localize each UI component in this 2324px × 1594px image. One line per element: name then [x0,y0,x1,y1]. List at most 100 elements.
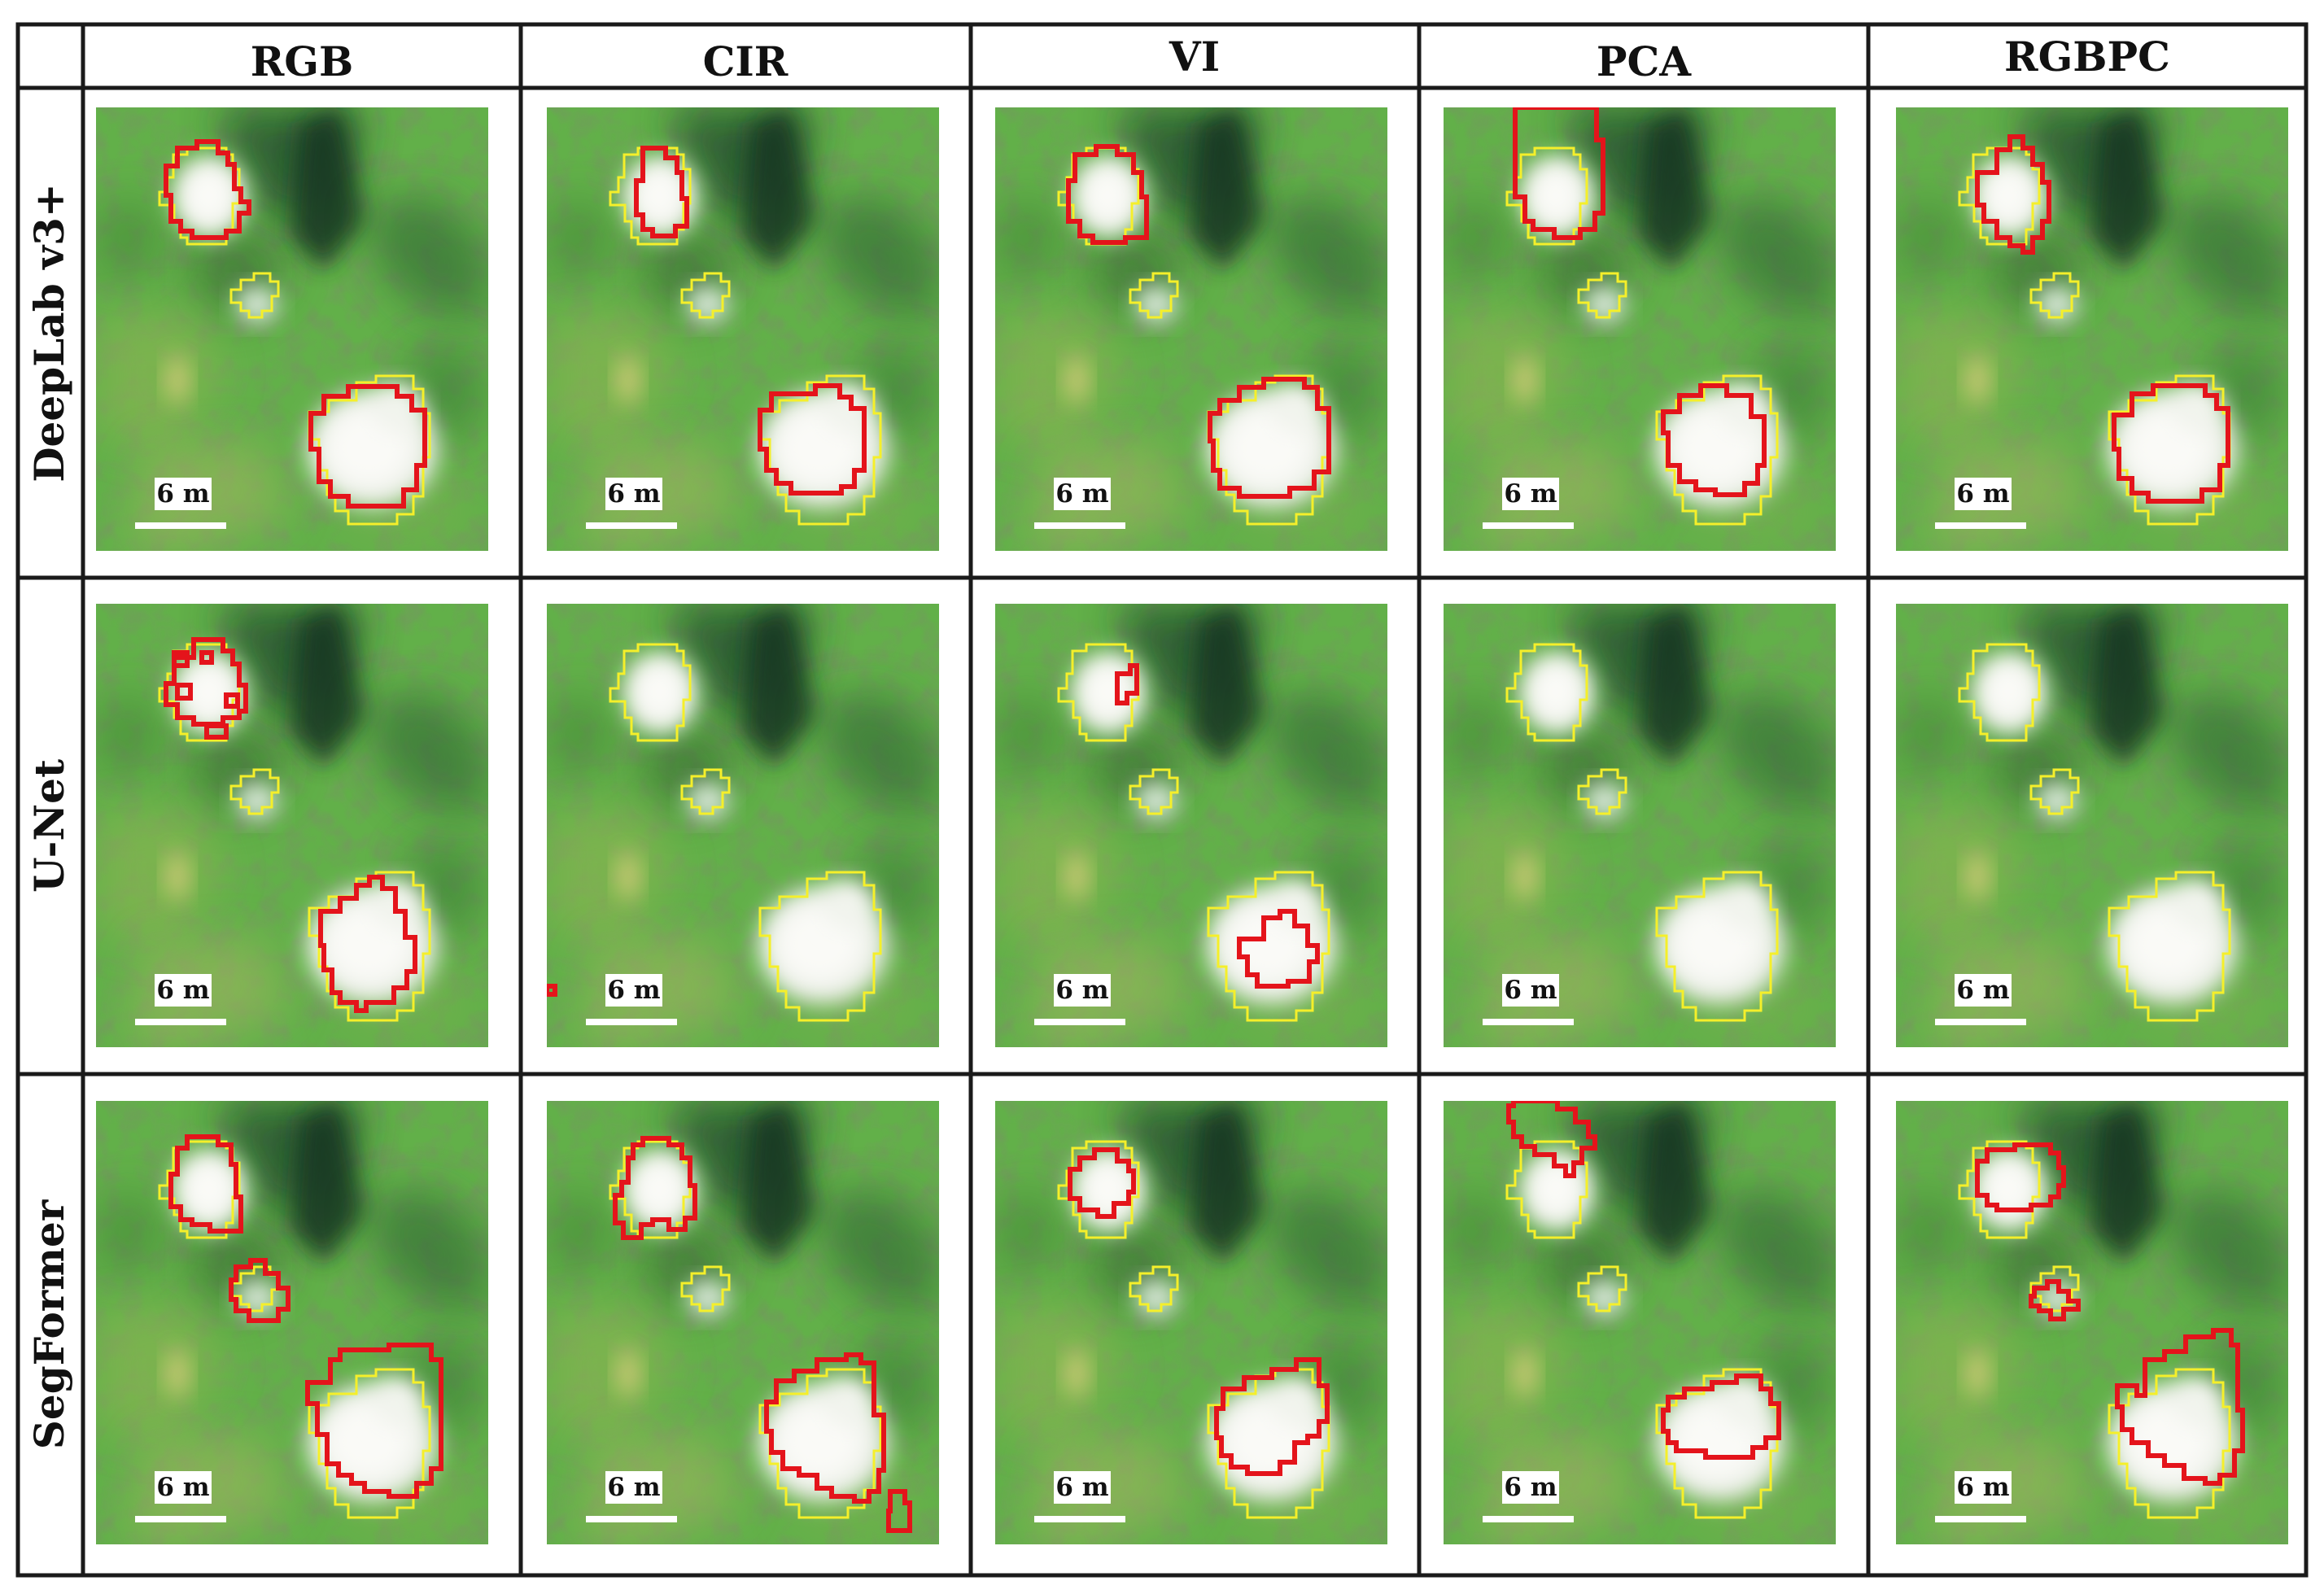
scale-bar-label: 6 m [156,976,209,1005]
panel-u-net-cir: 6 m [547,604,939,1047]
prediction-outline [1506,1101,1597,1178]
prediction-outline [168,1134,243,1234]
scale-label-box [1054,1471,1111,1504]
prediction-outline [1237,909,1320,989]
panel-segformer-vi: 6 m [995,1101,1387,1544]
scale-bar-label: 6 m [607,976,660,1005]
scale-label-box [1955,478,2012,510]
prediction-outline [613,1136,697,1240]
prediction-outline [764,1352,886,1504]
column-header-rgb: RGB [251,37,354,85]
scale-bar [1034,1516,1125,1522]
panel-segformer-pca: 6 m [1444,1101,1836,1544]
scale-bar-label: 6 m [1055,479,1108,509]
scale-bar-label: 6 m [1956,1473,2009,1502]
prediction-outline [1661,1373,1781,1460]
column-header-rgbpc: RGBPC [2004,33,2170,81]
panel-u-net-rgbpc: 6 m [1896,604,2288,1047]
scale-bar-label: 6 m [1956,479,2009,509]
scale-bar [1034,1019,1125,1025]
scale-label-box [155,1471,212,1504]
prediction-outline [1208,377,1331,499]
scale-bar-label: 6 m [607,479,660,509]
scale-label-box [605,974,662,1007]
column-header-cir: CIR [703,37,788,85]
prediction-outline [1214,1357,1330,1476]
prediction-outline [886,1489,912,1533]
scale-bar-label: 6 m [1504,976,1557,1005]
scale-label-box [155,478,212,510]
row-header-segformer: SegFormer [25,1199,73,1449]
column-header-vi: VI [1169,33,1220,81]
grid-frame [15,22,2309,1578]
panel-u-net-vi: 6 m [995,604,1387,1047]
prediction-outline [634,146,689,238]
prediction-outline [1975,134,2051,255]
row-header-unet: U-Net [25,759,73,893]
scale-bar [586,522,677,529]
prediction-outline [204,723,229,740]
panel-deeplab-v3--vi: 6 m [995,107,1387,551]
scale-bar [1935,1516,2026,1522]
scale-bar [1483,1516,1574,1522]
panel-u-net-rgb: 6 m [96,604,488,1047]
scale-bar [1483,1019,1574,1025]
prediction-outline [1115,663,1139,705]
scale-bar [1935,522,2026,529]
scale-bar [1034,522,1125,529]
image-panels: 6 m 6 m 6 m 6 m 6 m 6 m 6 m 6 m 6 m 6 m 6 m 6 m 6 m 6… [96,107,2288,1544]
scale-bar-label: 6 m [1055,1473,1108,1502]
scale-bar-label: 6 m [156,479,209,509]
panel-segformer-rgbpc: 6 m [1896,1101,2288,1544]
scale-label-box [605,1471,662,1504]
panel-deeplab-v3--rgb: 6 m [96,107,488,551]
scale-bar-label: 6 m [607,1473,660,1502]
prediction-outline [2112,383,2230,504]
prediction-outline [1066,144,1149,245]
scale-label-box [155,974,212,1007]
row-headers: DeepLab v3+ U-Net SegFormer [25,183,73,1449]
panel-segformer-cir: 6 m [547,1101,939,1544]
scale-bar [135,1019,226,1025]
scale-bar [135,522,226,529]
scale-label-box [1502,1471,1559,1504]
row-header-deeplab: DeepLab v3+ [25,183,73,483]
scale-bar [586,1019,677,1025]
scale-bar-label: 6 m [1504,479,1557,509]
prediction-outline [164,637,248,727]
scale-label-box [1955,1471,2012,1504]
prediction-outline [229,1258,290,1323]
scale-bar-label: 6 m [1504,1473,1557,1502]
scale-bar [586,1516,677,1522]
prediction-outline [164,139,251,240]
scale-label-box [1502,478,1559,510]
prediction-outline [547,984,557,997]
scale-bar [135,1516,226,1522]
scale-label-box [605,478,662,510]
prediction-outline [1975,1142,2066,1212]
prediction-outline [318,875,417,1013]
prediction-outline [2029,1279,2081,1321]
column-headers: RGB CIR VI PCA RGBPC [251,33,2170,85]
scale-bar-label: 6 m [1956,976,2009,1005]
panel-deeplab-v3--pca: 6 m [1444,107,1836,551]
column-header-pca: PCA [1597,37,1692,85]
panel-u-net-pca: 6 m [1444,604,1836,1047]
prediction-outline [172,650,190,668]
prediction-outline [199,650,214,665]
scale-bar-label: 6 m [1055,976,1108,1005]
panel-deeplab-v3--cir: 6 m [547,107,939,551]
prediction-outline [1513,107,1605,240]
scale-bar [1483,522,1574,529]
scale-label-box [1054,974,1111,1007]
scale-bar-label: 6 m [156,1473,209,1502]
prediction-outline [224,692,240,709]
prediction-outline [1661,383,1767,497]
panel-segformer-rgb: 6 m [96,1101,488,1544]
prediction-outline [1068,1147,1136,1219]
prediction-outline [308,384,427,509]
scale-label-box [1502,974,1559,1007]
prediction-outline [305,1343,443,1499]
prediction-outline [175,683,193,701]
